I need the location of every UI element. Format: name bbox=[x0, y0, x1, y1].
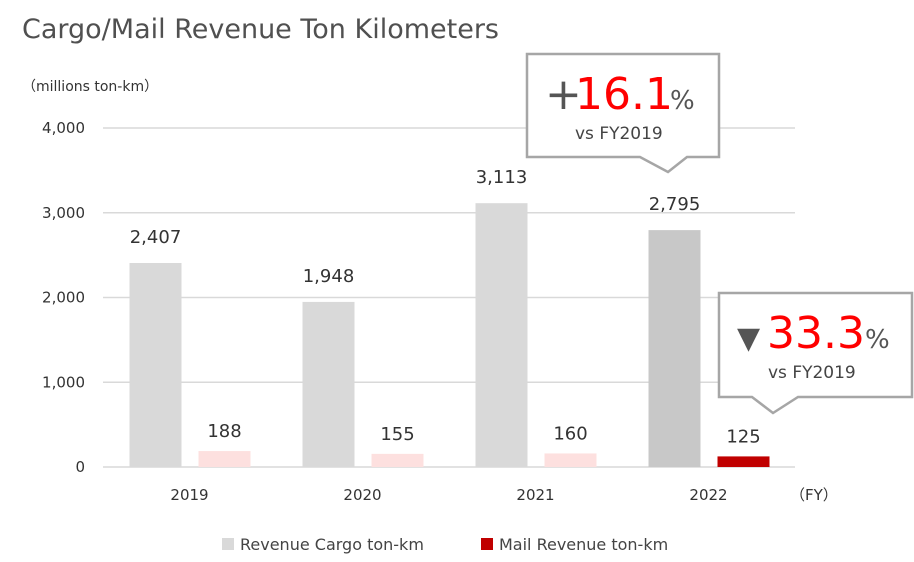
bar-cargo bbox=[475, 203, 528, 467]
legend-label-cargo: Revenue Cargo ton-km bbox=[240, 535, 424, 554]
bar-cargo bbox=[648, 230, 701, 467]
y-tick-label: 1,000 bbox=[42, 373, 85, 391]
data-label: 188 bbox=[207, 421, 241, 442]
x-tick-label: 2020 bbox=[343, 486, 381, 504]
data-label: 160 bbox=[553, 423, 587, 444]
callout-note: vs FY2019 bbox=[768, 363, 856, 383]
y-tick-label: 4,000 bbox=[42, 119, 85, 137]
callout-cargo: + 16.1 % vs FY2019 bbox=[525, 52, 721, 174]
callout-value: 16.1 bbox=[575, 69, 673, 120]
bar-mail bbox=[544, 453, 597, 467]
callout-unit: % bbox=[670, 86, 695, 116]
data-label: 125 bbox=[726, 426, 760, 447]
x-tick-label: 2019 bbox=[170, 486, 208, 504]
bar-mail bbox=[198, 451, 251, 467]
callout-mail: ▼ 33.3 % vs FY2019 bbox=[717, 291, 914, 415]
y-tick-label: 0 bbox=[75, 458, 85, 476]
x-tick-label: 2021 bbox=[516, 486, 554, 504]
bar-mail bbox=[371, 453, 424, 467]
chart-title: Cargo/Mail Revenue Ton Kilometers bbox=[22, 14, 499, 45]
data-label: 3,113 bbox=[476, 167, 528, 188]
callout-value: 33.3 bbox=[767, 308, 865, 359]
y-tick-label: 2,000 bbox=[42, 289, 85, 307]
legend-label-mail: Mail Revenue ton-km bbox=[499, 535, 668, 554]
bar-mail bbox=[717, 456, 770, 467]
legend-swatch-mail bbox=[481, 538, 493, 550]
data-label: 2,795 bbox=[649, 194, 701, 215]
data-label: 1,948 bbox=[303, 266, 355, 287]
bar-cargo bbox=[302, 301, 355, 467]
y-tick-label: 3,000 bbox=[42, 204, 85, 222]
callout-sign: + bbox=[545, 69, 582, 120]
y-axis-label: （millions ton-km） bbox=[22, 79, 158, 95]
data-label: 155 bbox=[380, 424, 414, 445]
callout-unit: % bbox=[865, 325, 890, 355]
bar-cargo bbox=[129, 263, 182, 467]
callout-note: vs FY2019 bbox=[575, 124, 663, 144]
legend: Revenue Cargo ton-km Mail Revenue ton-km bbox=[222, 535, 668, 554]
x-tick-label: 2022 bbox=[689, 486, 727, 504]
callout-sign: ▼ bbox=[737, 321, 760, 356]
data-label: 2,407 bbox=[130, 227, 182, 248]
x-axis-label: （FY） bbox=[790, 486, 838, 504]
legend-swatch-cargo bbox=[222, 538, 234, 550]
